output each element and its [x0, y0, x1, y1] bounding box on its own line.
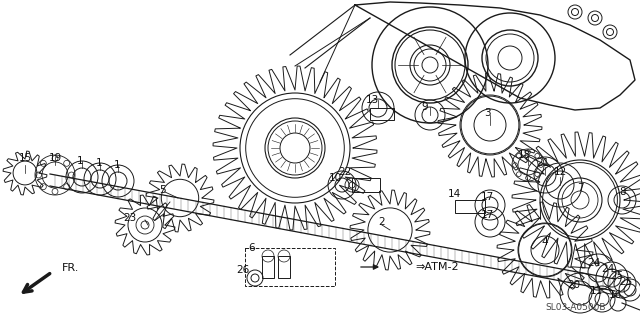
Text: 1: 1 [96, 158, 102, 168]
Text: 23: 23 [124, 213, 136, 223]
Bar [370, 108, 394, 120]
Text: FR.: FR. [62, 263, 79, 273]
Text: 3: 3 [484, 108, 490, 118]
Text: 26: 26 [236, 265, 250, 275]
Text: 25: 25 [620, 277, 632, 287]
Text: 19: 19 [49, 153, 61, 163]
Text: 2: 2 [379, 217, 385, 227]
Text: 17: 17 [481, 192, 493, 202]
Bar [262, 256, 274, 278]
Text: 7: 7 [577, 183, 583, 193]
Text: 21: 21 [536, 158, 550, 168]
Text: 10: 10 [328, 173, 342, 183]
Text: 22: 22 [339, 167, 351, 177]
Text: 8: 8 [620, 187, 627, 197]
Text: 15: 15 [19, 153, 31, 163]
Text: 13: 13 [365, 95, 379, 105]
Bar [455, 200, 485, 213]
Text: 25: 25 [611, 271, 623, 281]
Text: 20: 20 [568, 280, 580, 290]
Text: 1: 1 [114, 160, 120, 170]
Text: ⇒ATM-2: ⇒ATM-2 [415, 262, 459, 272]
Text: 16: 16 [609, 290, 621, 300]
Bar [278, 256, 290, 278]
Text: 6: 6 [249, 243, 255, 253]
Text: 9: 9 [422, 102, 428, 112]
Text: 11: 11 [589, 286, 603, 296]
Text: 24: 24 [602, 264, 614, 274]
Text: 24: 24 [588, 258, 600, 268]
Text: 17: 17 [481, 210, 493, 220]
Text: 18: 18 [517, 150, 531, 160]
Bar [352, 178, 380, 192]
Text: 5: 5 [159, 185, 165, 195]
Text: 12: 12 [554, 167, 566, 177]
Text: 4: 4 [541, 237, 548, 247]
Text: 1: 1 [77, 156, 83, 166]
Text: SL03-A0500B: SL03-A0500B [545, 302, 605, 311]
Text: 14: 14 [447, 189, 461, 199]
Bar [245, 248, 335, 286]
